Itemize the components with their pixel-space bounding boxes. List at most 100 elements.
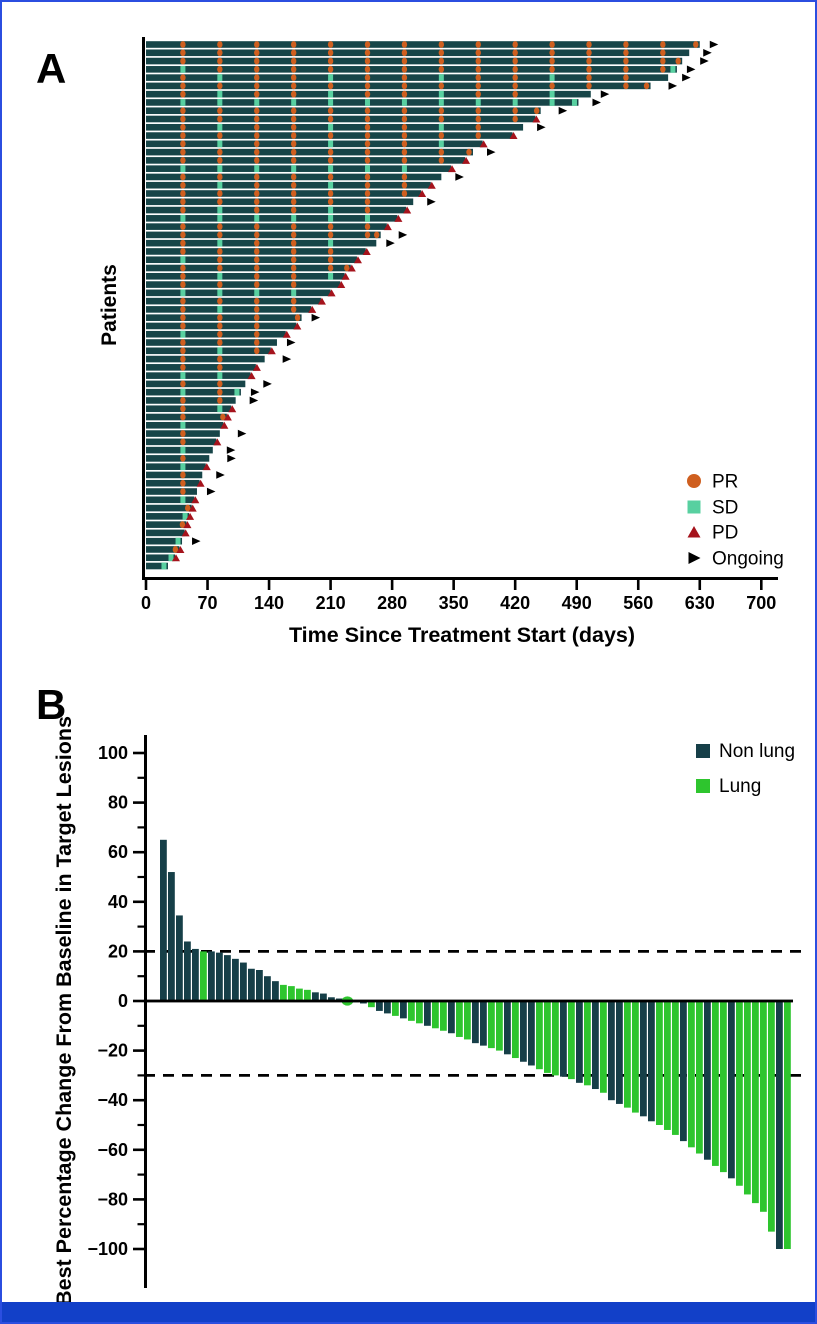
waterfall-bar-lung: [768, 1001, 775, 1232]
sd-marker: [217, 305, 223, 313]
x-tick-label: 210: [316, 593, 346, 613]
pr-marker: [179, 521, 186, 529]
pr-marker: [586, 82, 592, 90]
pd-marker: [191, 496, 200, 504]
pr-marker: [254, 190, 260, 197]
ongoing-arrow: [700, 57, 709, 65]
pr-marker: [180, 90, 186, 98]
waterfall-bar-lung: [392, 1001, 399, 1016]
y-minor-tick: [137, 1074, 145, 1077]
pr-marker: [290, 148, 297, 156]
pr-marker: [217, 148, 223, 156]
pr-marker: [364, 206, 371, 214]
y-axis-title: Best Percentage Change From Baseline in …: [52, 716, 76, 1306]
pr-marker: [180, 148, 186, 156]
pr-marker: [364, 41, 371, 48]
waterfall-bar-lung: [600, 1001, 607, 1093]
pr-marker: [327, 223, 334, 231]
waterfall-bar-nonlung: [608, 1001, 615, 1101]
swimmer-bar: [146, 446, 213, 454]
sd-marker: [217, 181, 223, 189]
legend-label: Ongoing: [712, 549, 784, 570]
sd-marker: [254, 289, 260, 297]
pr-marker: [364, 173, 371, 181]
pr-marker: [475, 123, 481, 131]
sd-marker: [328, 181, 334, 189]
pr-marker: [217, 322, 223, 330]
pr-marker: [180, 438, 186, 446]
sd-marker: [254, 214, 260, 222]
waterfall-bar-lung: [760, 1001, 767, 1212]
pr-marker: [180, 339, 186, 346]
swimmer-bar: [146, 297, 321, 305]
waterfall-bar-nonlung: [256, 970, 263, 1001]
ongoing-arrow: [226, 446, 236, 454]
waterfall-bar-lung: [512, 1001, 519, 1059]
pr-marker: [364, 198, 371, 206]
sd-marker: [217, 140, 223, 148]
pr-marker: [290, 181, 297, 189]
y-tick-label: −20: [97, 1041, 128, 1061]
x-tick: [513, 580, 517, 590]
swimmer-bar: [146, 372, 251, 379]
y-axis-line: [144, 735, 147, 1288]
swimmer-bar: [146, 107, 541, 115]
pr-marker: [180, 49, 186, 57]
sd-marker: [328, 99, 334, 106]
pr-marker: [475, 90, 481, 98]
waterfall-bar-nonlung: [424, 1001, 431, 1026]
swimmer-bar: [146, 488, 197, 495]
pr-marker: [327, 190, 334, 197]
pr-marker: [344, 264, 350, 272]
sd-marker: [401, 165, 407, 173]
sd-marker: [180, 165, 186, 173]
pr-marker: [549, 65, 555, 73]
pr-marker: [290, 264, 297, 272]
sd-marker: [180, 463, 186, 471]
pd-marker: [247, 372, 256, 380]
pd-marker: [509, 132, 518, 140]
pr-marker: [254, 239, 260, 247]
x-tick-label: 140: [254, 593, 284, 613]
pr-marker: [254, 330, 260, 338]
swimmer-bar: [146, 272, 345, 280]
pr-marker: [290, 107, 297, 115]
pr-marker: [290, 198, 297, 206]
waterfall-bar-nonlung: [648, 1001, 655, 1122]
swimmer-bar: [146, 115, 536, 123]
sd-marker: [217, 123, 223, 131]
y-tick: [133, 1148, 145, 1152]
pd-marker: [308, 305, 317, 313]
pr-marker: [401, 41, 408, 48]
pr-marker: [364, 181, 371, 189]
sd-marker: [438, 140, 444, 148]
pr-marker: [217, 57, 223, 65]
pr-marker: [254, 297, 260, 305]
pd-marker: [176, 545, 185, 553]
pr-marker: [254, 173, 260, 181]
pr-marker: [180, 380, 186, 388]
pr-marker: [438, 132, 445, 139]
pr-marker: [512, 57, 518, 65]
sd-marker: [512, 99, 518, 106]
pr-marker: [623, 57, 629, 65]
swimmer-bar: [146, 198, 414, 206]
pr-marker: [364, 123, 371, 131]
pr-marker: [180, 272, 186, 280]
pd-marker: [202, 463, 211, 471]
legend-label: Non lung: [719, 741, 795, 762]
pr-marker: [290, 90, 297, 98]
y-tick: [133, 850, 145, 854]
pr-marker: [290, 173, 297, 181]
sd-marker: [180, 421, 186, 429]
x-tick: [144, 580, 148, 590]
sd-marker: [549, 74, 555, 82]
pd-marker: [213, 438, 222, 446]
waterfall-bar-nonlung: [272, 981, 279, 1001]
pr-marker: [180, 405, 186, 413]
waterfall-bar-nonlung: [504, 1001, 511, 1055]
pr-marker: [180, 123, 186, 131]
y-tick: [133, 1198, 145, 1201]
pr-marker: [217, 363, 223, 371]
sd-marker: [180, 388, 186, 396]
